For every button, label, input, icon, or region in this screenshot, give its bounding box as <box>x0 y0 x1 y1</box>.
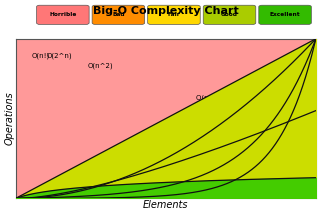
Text: Horrible: Horrible <box>49 12 76 17</box>
FancyBboxPatch shape <box>259 5 311 24</box>
Text: Excellent: Excellent <box>270 12 300 17</box>
Text: O(n^2): O(n^2) <box>88 62 113 69</box>
FancyBboxPatch shape <box>203 5 256 24</box>
Y-axis label: Operations: Operations <box>4 92 14 146</box>
Text: O(log n), O(1): O(log n), O(1) <box>211 177 259 184</box>
Title: Big-O Complexity Chart: Big-O Complexity Chart <box>93 6 239 16</box>
X-axis label: Elements: Elements <box>143 200 188 210</box>
Text: Bad: Bad <box>112 12 125 17</box>
Text: O(2^n): O(2^n) <box>47 53 73 59</box>
FancyBboxPatch shape <box>36 5 89 24</box>
Text: Good: Good <box>221 12 238 17</box>
Text: O(n!): O(n!) <box>32 53 50 59</box>
FancyBboxPatch shape <box>148 5 200 24</box>
Text: O(n log n): O(n log n) <box>196 94 231 101</box>
Text: Fair: Fair <box>168 12 180 17</box>
Text: O(n): O(n) <box>244 126 259 133</box>
FancyBboxPatch shape <box>92 5 145 24</box>
